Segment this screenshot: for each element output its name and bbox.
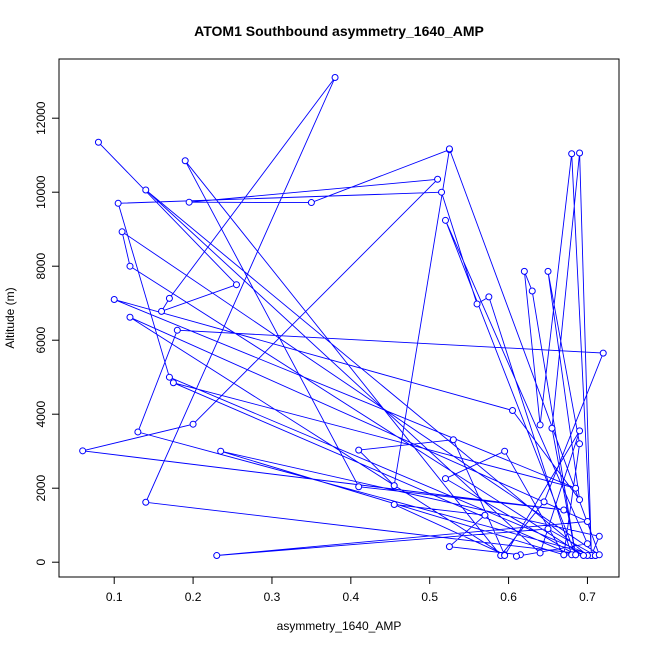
data-point (576, 149, 584, 157)
data-point (576, 427, 584, 435)
series-line (82, 77, 604, 557)
y-tick-label: 4000 (34, 401, 48, 428)
x-tick-label: 0.3 (264, 590, 281, 604)
data-point (501, 552, 509, 560)
y-tick-label: 12000 (34, 101, 48, 135)
y-tick-label: 10000 (34, 175, 48, 209)
y-tick-label: 6000 (34, 327, 48, 354)
data-point (110, 296, 118, 303)
data-point (390, 482, 398, 490)
data-point (473, 300, 481, 308)
data-point (595, 551, 603, 559)
data-point (165, 373, 173, 381)
data-point (126, 262, 134, 270)
data-point (512, 552, 520, 560)
y-axis: 0 2000 4000 6000 8000 10000 12000 (34, 101, 60, 566)
x-tick-label: 0.5 (421, 590, 438, 604)
data-point (540, 498, 548, 506)
series-layer (79, 74, 607, 560)
x-tick-label: 0.2 (185, 590, 202, 604)
y-tick-label: 8000 (34, 253, 48, 280)
data-point (185, 198, 193, 206)
data-point (114, 199, 122, 207)
data-point (331, 74, 339, 81)
data-point (441, 475, 449, 483)
data-point (583, 540, 591, 548)
data-point (126, 313, 134, 321)
data-point (158, 307, 166, 315)
data-point (560, 551, 568, 559)
x-tick-label: 0.6 (500, 590, 517, 604)
data-point (548, 424, 556, 432)
y-tick-label: 2000 (34, 475, 48, 502)
data-point (445, 543, 453, 551)
y-tick-label: 0 (34, 559, 48, 566)
data-point (572, 551, 580, 559)
data-point (165, 294, 173, 302)
data-point (173, 326, 181, 334)
data-point (213, 552, 221, 560)
data-point (599, 349, 607, 357)
data-point (595, 532, 603, 540)
data-point (434, 175, 442, 183)
data-point (232, 281, 240, 289)
data-point (481, 511, 489, 519)
data-point (445, 145, 453, 153)
x-tick-label: 0.7 (579, 590, 596, 604)
data-point (307, 199, 315, 207)
data-point (501, 447, 509, 455)
data-point (118, 228, 126, 236)
data-point (355, 483, 363, 491)
data-point (441, 216, 449, 224)
data-point (449, 436, 457, 444)
data-point (142, 498, 150, 506)
data-point (568, 150, 576, 158)
data-point (217, 447, 225, 455)
data-point (485, 293, 493, 301)
x-axis: 0.1 0.2 0.3 0.4 0.5 0.6 0.7 (106, 576, 596, 604)
x-axis-label: asymmetry_1640_AMP (277, 619, 402, 633)
y-axis-label: Altitude (m) (3, 287, 17, 348)
data-point (142, 186, 150, 194)
data-point (520, 267, 528, 275)
data-point (79, 447, 87, 455)
x-tick-label: 0.1 (106, 590, 123, 604)
data-point (355, 446, 363, 454)
data-point (576, 496, 584, 504)
data-point (169, 379, 177, 387)
x-tick-label: 0.4 (342, 590, 359, 604)
data-point (572, 484, 580, 492)
data-point (576, 440, 584, 448)
data-point (134, 428, 142, 436)
data-point (536, 549, 544, 557)
data-point (94, 138, 102, 146)
data-point (181, 157, 189, 165)
data-point (528, 287, 536, 295)
data-point (536, 421, 544, 429)
data-point (583, 518, 591, 525)
data-point (580, 552, 588, 560)
data-point (544, 267, 552, 275)
data-point (189, 420, 197, 428)
data-point (560, 506, 568, 514)
data-point (438, 188, 446, 196)
data-point (390, 500, 398, 508)
data-point (544, 525, 552, 533)
chart-title: ATOM1 Southbound asymmetry_1640_AMP (194, 23, 484, 39)
data-point (509, 407, 517, 414)
